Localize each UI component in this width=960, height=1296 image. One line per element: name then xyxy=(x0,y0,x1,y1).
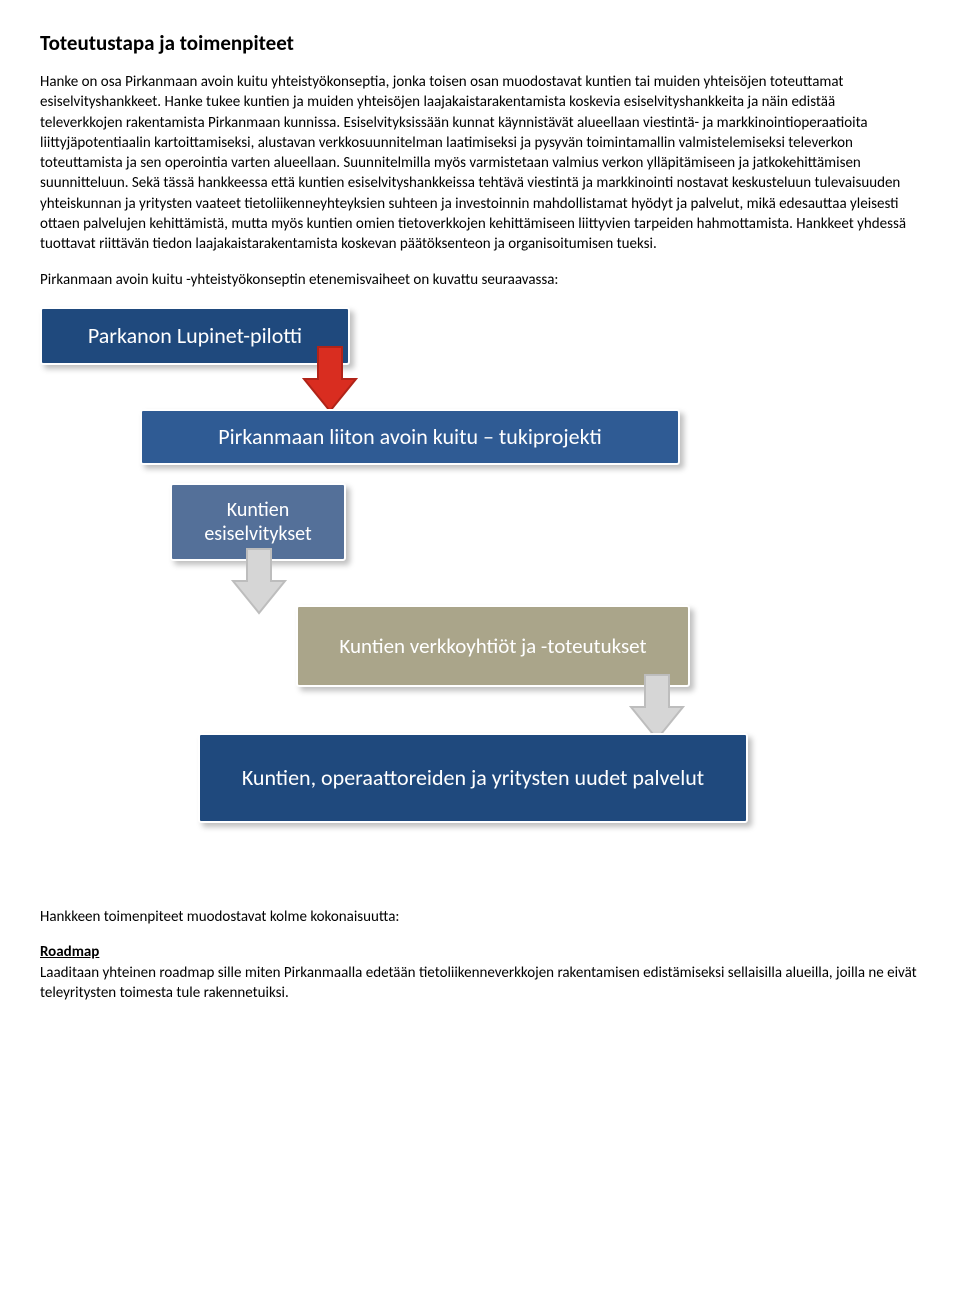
flow-diagram: Parkanon Lupinet-pilotti Pirkanmaan liit… xyxy=(40,307,920,887)
roadmap-heading: Roadmap xyxy=(40,943,920,961)
diagram-caption: Pirkanmaan avoin kuitu -yhteistyökonsept… xyxy=(40,270,920,290)
page-title: Toteutustapa ja toimenpiteet xyxy=(40,30,920,56)
outro-paragraph: Hankkeen toimenpiteet muodostavat kolme … xyxy=(40,907,920,927)
arrow-red xyxy=(300,345,360,418)
roadmap-paragraph: Laaditaan yhteinen roadmap sille miten P… xyxy=(40,963,920,1004)
step-5: Kuntien, operaattoreiden ja yritysten uu… xyxy=(198,733,748,823)
intro-paragraph: Hanke on osa Pirkanmaan avoin kuitu yhte… xyxy=(40,72,920,254)
arrow-grey-1 xyxy=(228,547,290,620)
step-2: Pirkanmaan liiton avoin kuitu – tukiproj… xyxy=(140,409,680,465)
